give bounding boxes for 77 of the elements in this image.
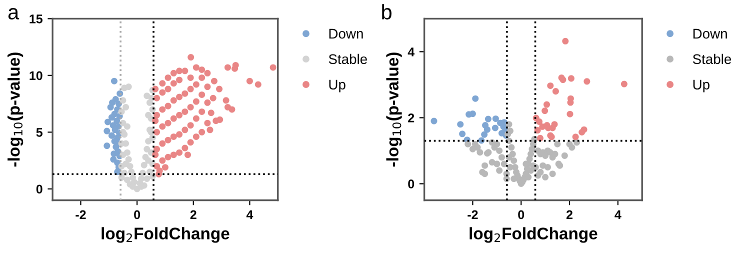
x-tick-label: -2 xyxy=(468,210,478,220)
x-tick-label: 4 xyxy=(246,210,254,220)
point xyxy=(481,131,488,138)
point xyxy=(120,152,126,158)
point xyxy=(552,88,559,95)
y-axis-title: -log$_{10}$(p-value) xyxy=(8,52,24,167)
point xyxy=(584,78,590,85)
point xyxy=(110,150,118,157)
y-tick-label: 0 xyxy=(408,180,414,188)
chart-title: a xyxy=(8,8,20,20)
point xyxy=(122,160,130,168)
point xyxy=(108,132,115,139)
x-tick-label: 2 xyxy=(566,210,572,220)
y-tick-label: 15 xyxy=(30,14,42,24)
point xyxy=(140,162,148,168)
point xyxy=(549,124,556,132)
point xyxy=(562,38,569,44)
point xyxy=(125,156,132,163)
point xyxy=(566,110,574,118)
point xyxy=(547,82,554,89)
x-tick-label: -2 xyxy=(76,210,86,220)
point xyxy=(144,146,150,152)
point xyxy=(484,126,490,133)
legend-label: Up xyxy=(693,80,710,92)
point xyxy=(122,104,130,110)
y-tick-label: 0 xyxy=(36,184,42,194)
x-tick-label: 0 xyxy=(134,210,140,220)
point xyxy=(430,118,438,124)
y-axis-title: -log$_{10}$(p-value) xyxy=(386,52,402,167)
point xyxy=(536,118,543,125)
point xyxy=(112,126,118,134)
point xyxy=(104,118,112,126)
point xyxy=(492,115,499,122)
point xyxy=(104,142,110,150)
point xyxy=(144,92,150,100)
x-tick-label: 2 xyxy=(190,210,196,220)
legend-label: Down xyxy=(329,28,363,39)
x-axis-title: log$_{2}$FoldChange xyxy=(470,227,598,243)
point xyxy=(124,123,130,130)
x-tick-label: 0 xyxy=(518,210,524,220)
point xyxy=(130,174,136,181)
legend-label: Stable xyxy=(328,54,367,64)
point xyxy=(108,114,115,121)
point xyxy=(568,75,574,82)
point xyxy=(138,175,145,182)
point xyxy=(125,84,132,90)
x-axis-title: log$_{2}$FoldChange xyxy=(102,227,230,243)
y-tick-label: 10 xyxy=(30,71,42,80)
chart-title: b xyxy=(382,4,392,20)
point xyxy=(536,134,544,142)
x-tick-label: 4 xyxy=(614,210,622,220)
point xyxy=(492,124,498,132)
point xyxy=(104,128,110,134)
legend-label: Up xyxy=(329,80,346,92)
point xyxy=(114,118,120,124)
point xyxy=(544,101,550,108)
point xyxy=(144,175,150,182)
point xyxy=(145,157,152,164)
point xyxy=(459,130,466,138)
point xyxy=(145,138,152,144)
point xyxy=(472,95,479,102)
point xyxy=(484,116,492,122)
y-tick-label: 5 xyxy=(36,128,42,137)
point xyxy=(109,99,116,106)
point xyxy=(145,112,152,118)
y-tick-label: 2 xyxy=(408,114,414,122)
y-tick-label: 4 xyxy=(408,48,415,56)
point xyxy=(110,78,118,84)
point xyxy=(457,121,464,128)
legend-label: Down xyxy=(693,28,727,39)
point xyxy=(146,99,153,106)
point xyxy=(542,108,548,114)
point xyxy=(534,127,541,134)
point xyxy=(620,80,628,88)
legend-label: Stable xyxy=(692,54,732,64)
point xyxy=(572,134,579,140)
point xyxy=(578,128,586,136)
